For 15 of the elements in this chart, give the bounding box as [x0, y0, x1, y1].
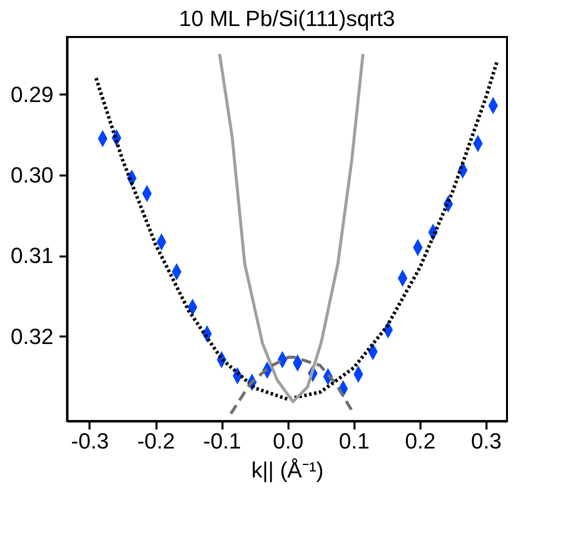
x-tick-label: -0.1 — [203, 428, 242, 454]
line-series — [94, 59, 499, 401]
x-tick-label: 0.2 — [404, 428, 436, 454]
y-tick-label: 0.29 — [10, 82, 54, 107]
y-tick-label: 0.30 — [10, 162, 54, 188]
y-tick-label: 0.31 — [10, 243, 54, 268]
x-axis-title: k|| (Å⁻¹) — [251, 458, 324, 482]
line-series — [218, 52, 364, 404]
chart-title: 10 ML Pb/Si(111)sqrt3 — [178, 6, 396, 31]
x-tick-label: 0.0 — [272, 428, 304, 454]
x-tick-label: -0.3 — [71, 428, 109, 454]
x-tick-label: -0.2 — [137, 428, 175, 454]
y-tick-label: 0.32 — [10, 324, 54, 349]
x-tick-label: 0.3 — [471, 428, 502, 454]
x-tick-label: 0.1 — [338, 428, 370, 454]
